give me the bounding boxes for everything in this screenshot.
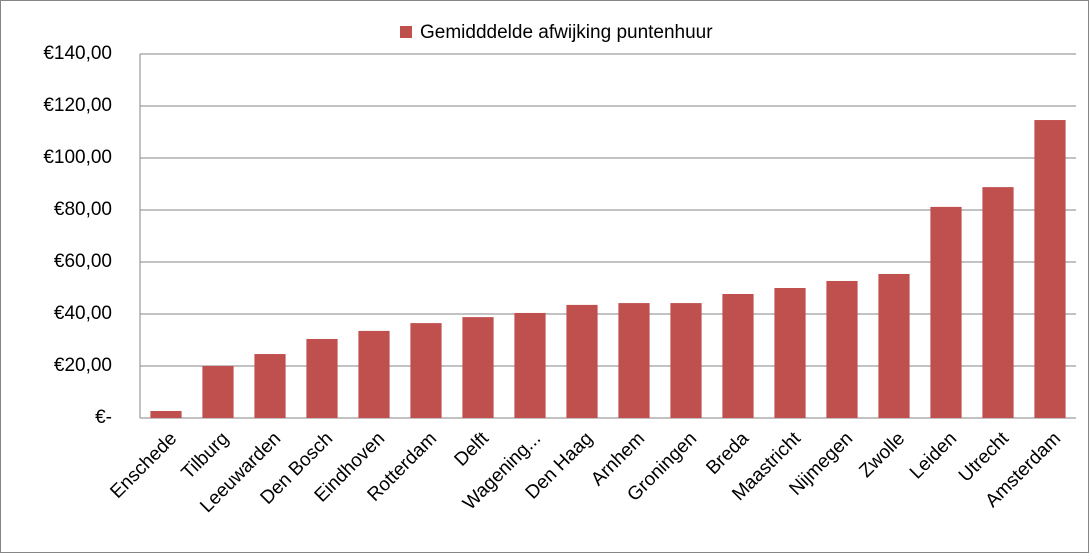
y-tick-label: €100,00 <box>43 147 112 168</box>
bar <box>306 338 338 418</box>
bar <box>930 206 962 418</box>
bar <box>254 354 286 418</box>
bar <box>982 187 1014 418</box>
bar <box>566 304 598 418</box>
y-tick-label: €20,00 <box>54 355 112 376</box>
y-tick-label: €120,00 <box>43 95 112 116</box>
legend-swatch <box>400 26 412 38</box>
bar <box>358 330 390 418</box>
bar <box>462 317 494 418</box>
y-tick-label: €- <box>95 407 112 428</box>
y-tick-label: €60,00 <box>54 251 112 272</box>
y-tick-label: €140,00 <box>43 43 112 64</box>
bar <box>670 303 702 418</box>
bar <box>722 293 754 418</box>
bar <box>878 273 910 418</box>
bar <box>202 366 234 418</box>
y-tick-label: €40,00 <box>54 303 112 324</box>
bar <box>774 288 806 418</box>
bar <box>1034 120 1066 418</box>
bar <box>618 303 650 418</box>
legend-label: Gemidddelde afwijking puntenhuur <box>420 22 713 43</box>
bar <box>410 323 442 418</box>
bar <box>514 312 546 418</box>
bar <box>826 280 858 418</box>
y-tick-label: €80,00 <box>54 199 112 220</box>
bar <box>150 410 182 418</box>
